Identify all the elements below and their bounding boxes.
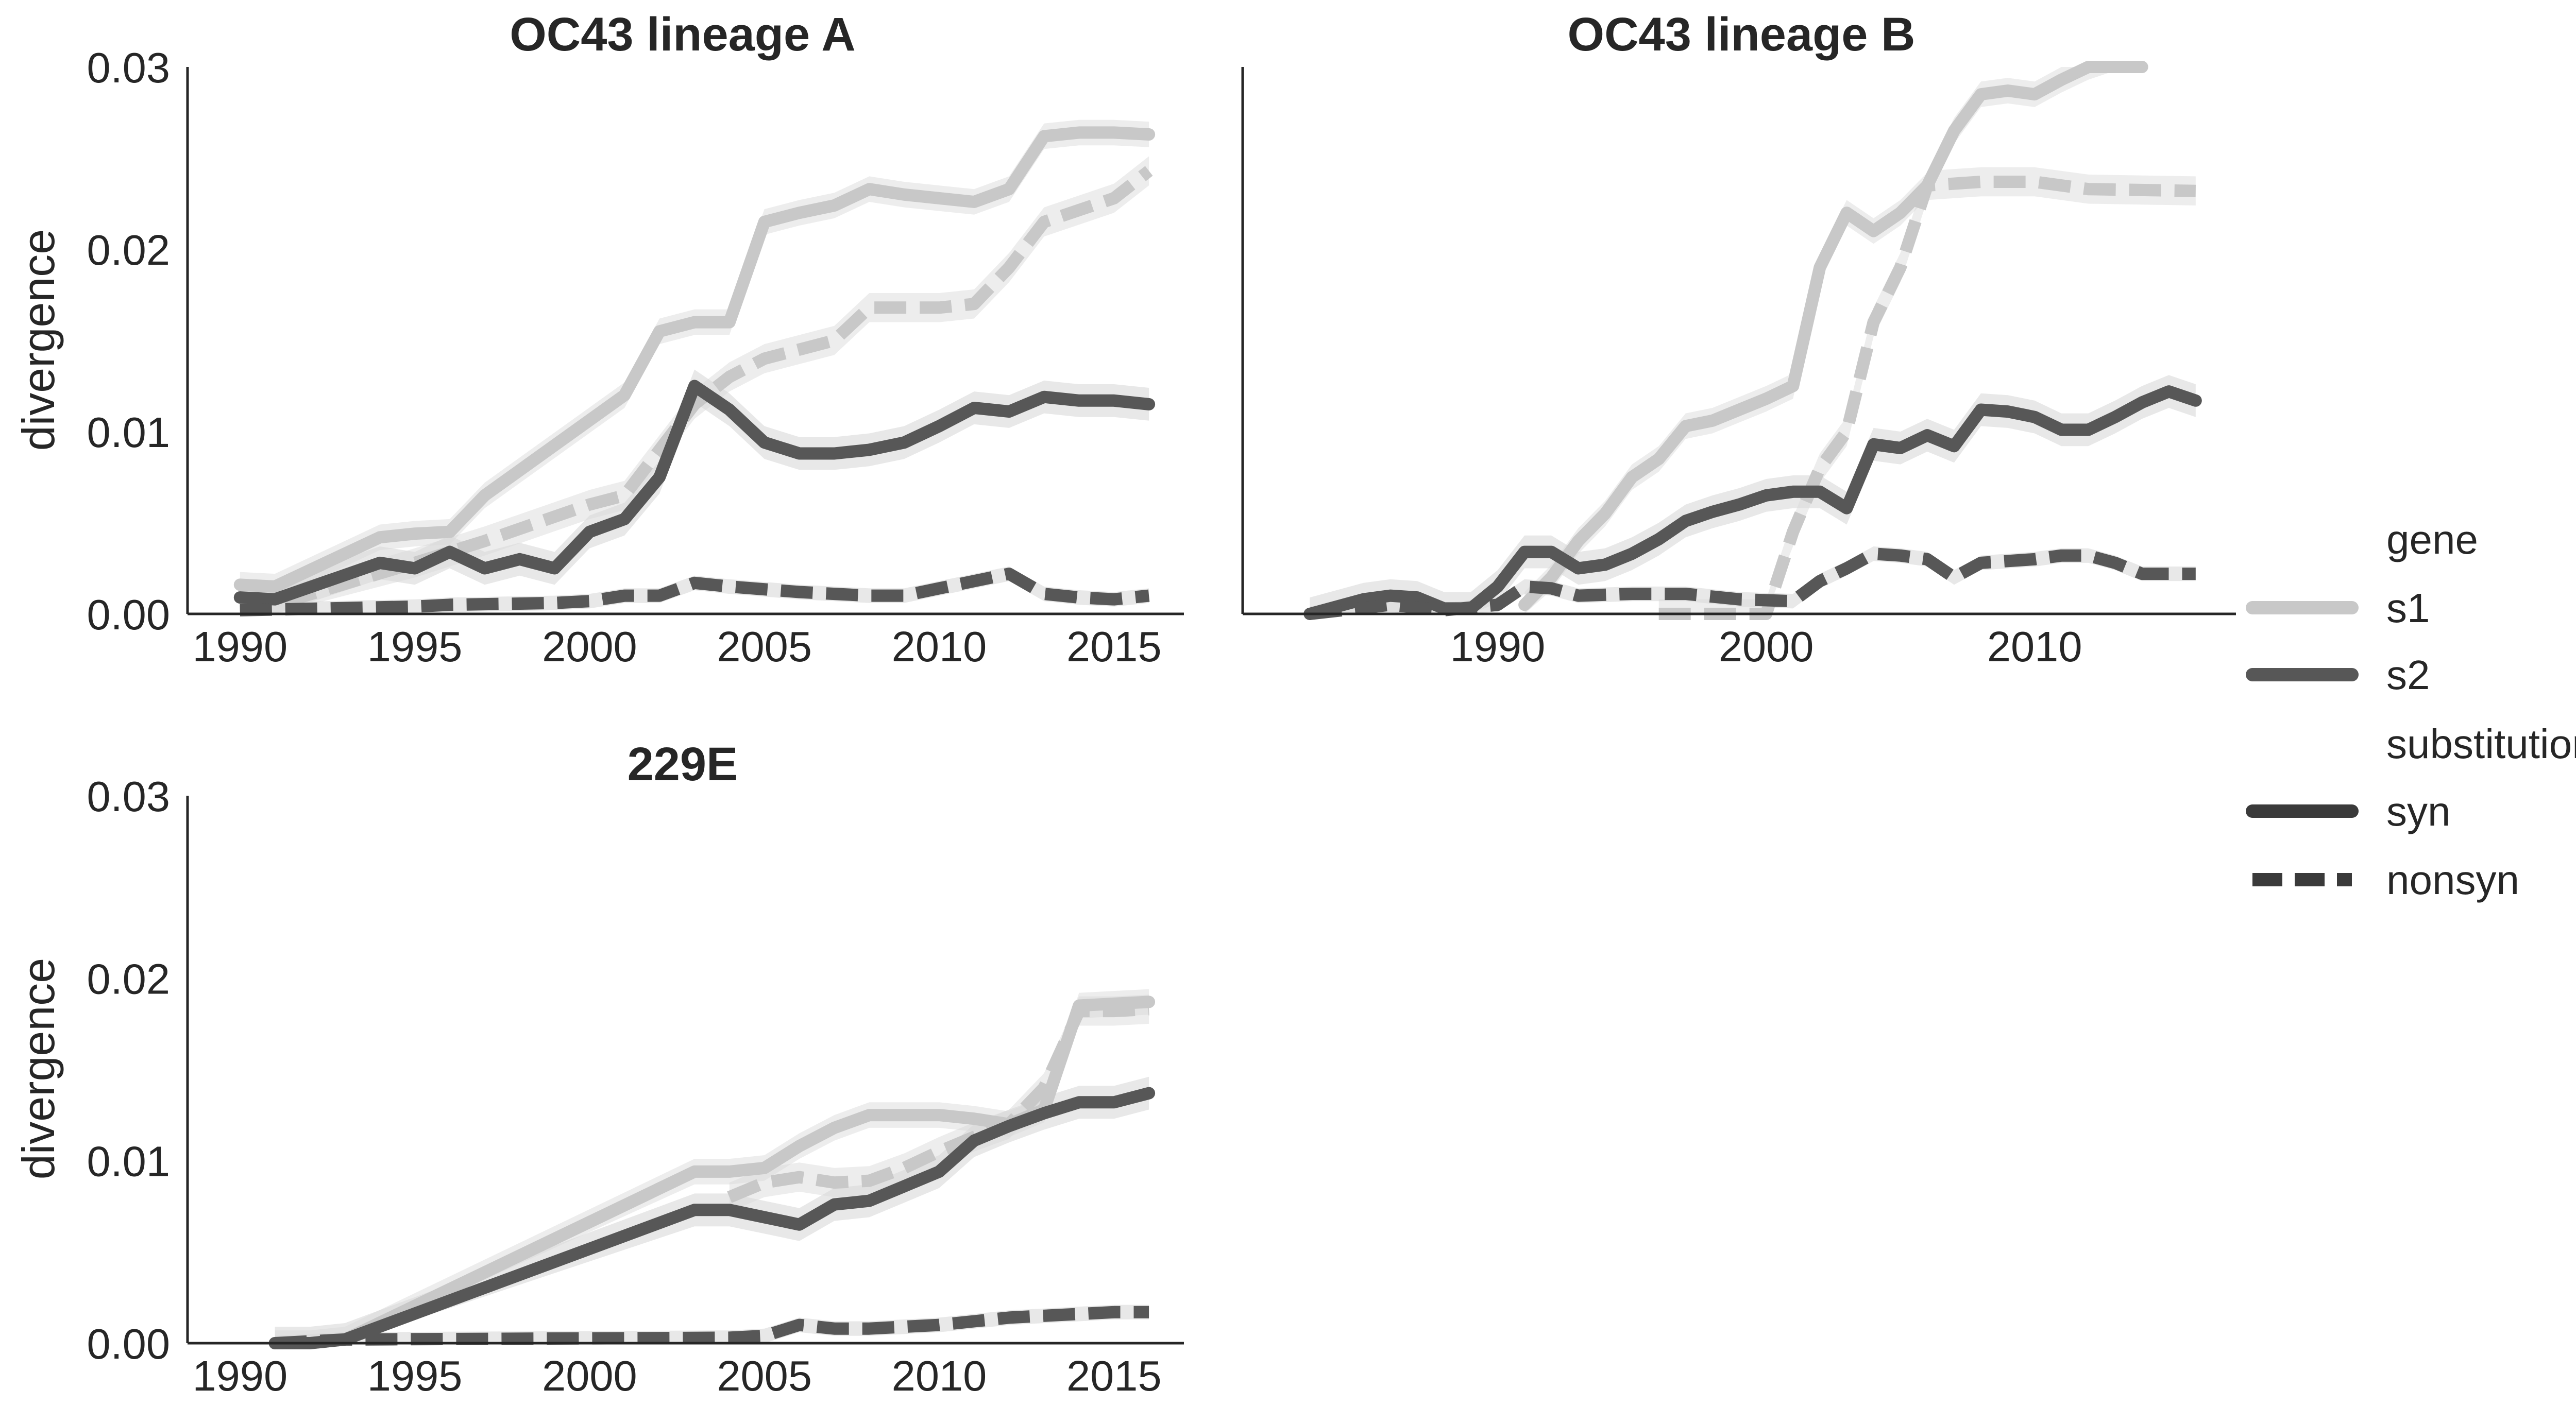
tick-labels: 1990 1995 2000 2005 2010 2015 0.00 0.01 0.02 0.03 <box>87 44 1161 671</box>
legend-title-substitution: substitution <box>2386 721 2576 767</box>
panel-oc43-lineage-a: OC43 lineage A divergence 1990 1995 2000 20… <box>13 8 1184 671</box>
panel-title: OC43 lineage B <box>1568 8 1916 61</box>
panel-title: OC43 lineage A <box>510 8 856 61</box>
y-tick-label: 0.02 <box>87 955 170 1003</box>
band-s1-syn <box>1524 67 2142 614</box>
y-tick-label: 0.03 <box>87 773 170 820</box>
y-tick-label: 0.00 <box>87 1320 170 1368</box>
series-lines <box>233 126 1156 616</box>
x-tick-label: 1995 <box>367 623 463 671</box>
line-s1-syn <box>1518 61 2148 611</box>
tick-labels: 1990 1995 2000 2005 2010 2015 0.00 0.01 0.02 0.03 <box>87 773 1161 1400</box>
panel-229e: 229E divergence 1990 1995 2000 2005 2010 2015… <box>13 738 1184 1400</box>
legend-label-s1: s1 <box>2386 585 2430 631</box>
legend-label-s2: s2 <box>2386 652 2430 698</box>
y-tick-label: 0.01 <box>87 408 170 456</box>
x-tick-label: 2005 <box>717 623 812 671</box>
line-s2-syn <box>268 1087 1156 1349</box>
line-s2-nonsyn <box>1309 547 2196 620</box>
line-s2-nonsyn <box>240 568 1150 616</box>
y-tick-label: 0.02 <box>87 226 170 274</box>
panel-title: 229E <box>628 738 738 791</box>
x-tick-label: 2000 <box>1719 623 1814 671</box>
y-tick-label: 0.03 <box>87 44 170 92</box>
x-tick-label: 2015 <box>1066 623 1162 671</box>
confidence-bands <box>1310 67 2196 614</box>
line-s1-nonsyn <box>240 166 1153 611</box>
band-s1-nonsyn <box>1658 167 2196 614</box>
x-tick-label: 1990 <box>192 623 287 671</box>
line-s2-syn <box>233 380 1156 606</box>
line-s1-nonsyn <box>727 1003 1149 1203</box>
x-tick-label: 2015 <box>1066 1352 1162 1400</box>
x-tick-label: 2000 <box>542 623 637 671</box>
x-tick-label: 2010 <box>1987 623 2082 671</box>
y-axis-label: divergence <box>13 958 64 1180</box>
series-lines <box>268 996 1156 1349</box>
x-tick-label: 2010 <box>892 1352 987 1400</box>
tick-labels: 1990 2000 2010 <box>1450 623 2082 671</box>
series-lines <box>1303 61 2202 620</box>
band-s1-syn <box>240 119 1149 599</box>
panel-oc43-lineage-b: OC43 lineage B 1990 2000 2010 <box>1241 8 2236 671</box>
line-s2-syn <box>1303 385 2202 620</box>
line-s1-syn <box>268 996 1156 1349</box>
y-tick-label: 0.01 <box>87 1138 170 1186</box>
line-s1-syn <box>233 126 1156 593</box>
x-tick-label: 2000 <box>542 1352 637 1400</box>
band-s2-nonsyn <box>275 1305 1149 1343</box>
legend-title-gene: gene <box>2386 517 2478 562</box>
x-tick-label: 2010 <box>892 623 987 671</box>
y-axis-label: divergence <box>13 229 64 451</box>
x-tick-label: 2005 <box>717 1352 812 1400</box>
y-tick-label: 0.00 <box>87 591 170 639</box>
x-tick-label: 1990 <box>1450 623 1546 671</box>
legend: gene s1 s2 substitution syn nonsyn <box>2246 517 2576 903</box>
legend-label-syn: syn <box>2386 788 2451 834</box>
legend-label-nonsyn: nonsyn <box>2386 857 2519 903</box>
x-tick-label: 1990 <box>192 1352 287 1400</box>
x-tick-label: 1995 <box>367 1352 463 1400</box>
line-s2-nonsyn <box>274 1306 1149 1349</box>
